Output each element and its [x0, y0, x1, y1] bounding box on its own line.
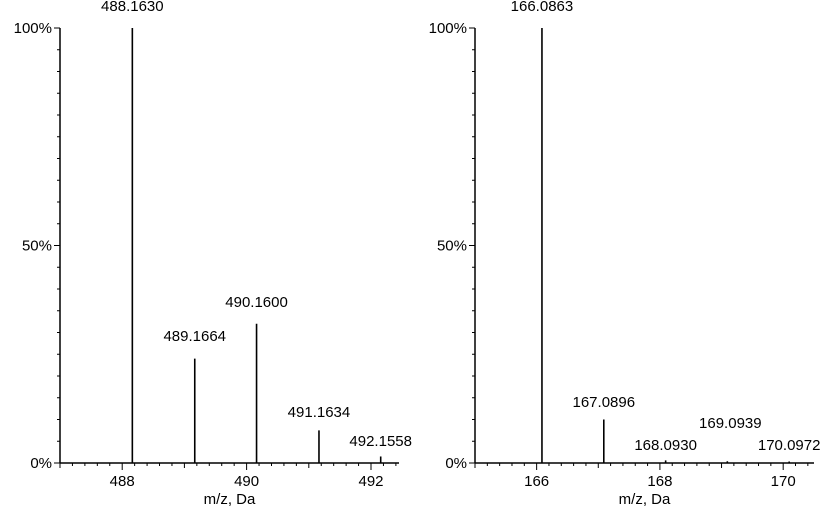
x-tick-label: 168 — [647, 473, 672, 490]
peak-label: 492.1558 — [349, 433, 412, 450]
peak-label: 491.1634 — [288, 404, 351, 421]
peak-label: 167.0896 — [573, 394, 636, 411]
x-axis-label: m/z, Da — [619, 491, 671, 508]
peak-label: 170.0972 — [758, 437, 821, 454]
y-tick-label: 0% — [30, 455, 52, 472]
peak-label: 488.1630 — [101, 0, 164, 15]
y-tick-label: 50% — [22, 238, 52, 255]
y-tick-label: 0% — [445, 455, 467, 472]
x-tick-label: 170 — [771, 473, 796, 490]
y-tick-label: 50% — [437, 238, 467, 255]
peak-label: 169.0939 — [699, 415, 762, 432]
peak-label: 490.1600 — [225, 294, 288, 311]
x-tick-label: 490 — [234, 473, 259, 490]
peak-label: 166.0863 — [511, 0, 574, 15]
x-axis-label: m/z, Da — [204, 491, 256, 508]
y-tick-label: 100% — [429, 20, 467, 37]
y-tick-label: 100% — [14, 20, 52, 37]
x-tick-label: 488 — [110, 473, 135, 490]
x-tick-label: 492 — [358, 473, 383, 490]
peak-label: 489.1664 — [163, 328, 226, 345]
spectrum-panel-left: 0% 50% 100% 488 490 492 m/z, Da 488.1630 489.166… — [14, 0, 412, 508]
peak-label: 168.0930 — [634, 437, 697, 454]
spectrum-panel-right: 0% 50% 100% 166 168 170 m/z, Da 166.0863 167.089… — [429, 0, 821, 508]
x-tick-label: 166 — [524, 473, 549, 490]
